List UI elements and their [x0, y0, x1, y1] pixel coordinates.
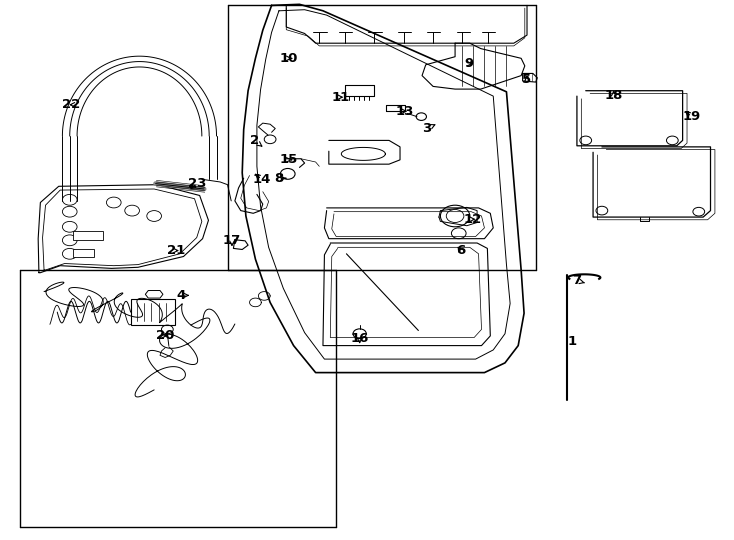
Text: 8: 8: [274, 172, 286, 185]
Text: 9: 9: [464, 57, 473, 70]
Text: 11: 11: [332, 91, 350, 104]
Text: 15: 15: [280, 153, 298, 166]
Text: 23: 23: [188, 177, 206, 190]
Text: 19: 19: [683, 110, 701, 123]
Text: 10: 10: [280, 52, 298, 65]
Text: 5: 5: [523, 73, 531, 86]
Text: 4: 4: [176, 289, 189, 302]
Text: 1: 1: [567, 335, 576, 348]
Text: 3: 3: [422, 122, 435, 135]
Text: 14: 14: [252, 173, 271, 186]
Text: 12: 12: [464, 213, 482, 226]
Text: 6: 6: [456, 244, 465, 257]
Bar: [131, 299, 175, 325]
Bar: [73, 249, 94, 256]
Text: 13: 13: [396, 105, 414, 118]
Text: 17: 17: [223, 234, 241, 247]
Text: 21: 21: [167, 244, 186, 257]
Text: 7: 7: [573, 274, 584, 287]
Text: 2: 2: [250, 134, 262, 147]
Text: 18: 18: [604, 89, 623, 102]
Text: 22: 22: [62, 98, 81, 111]
Bar: [73, 231, 103, 240]
Text: 16: 16: [350, 332, 369, 345]
Text: 20: 20: [156, 329, 174, 342]
